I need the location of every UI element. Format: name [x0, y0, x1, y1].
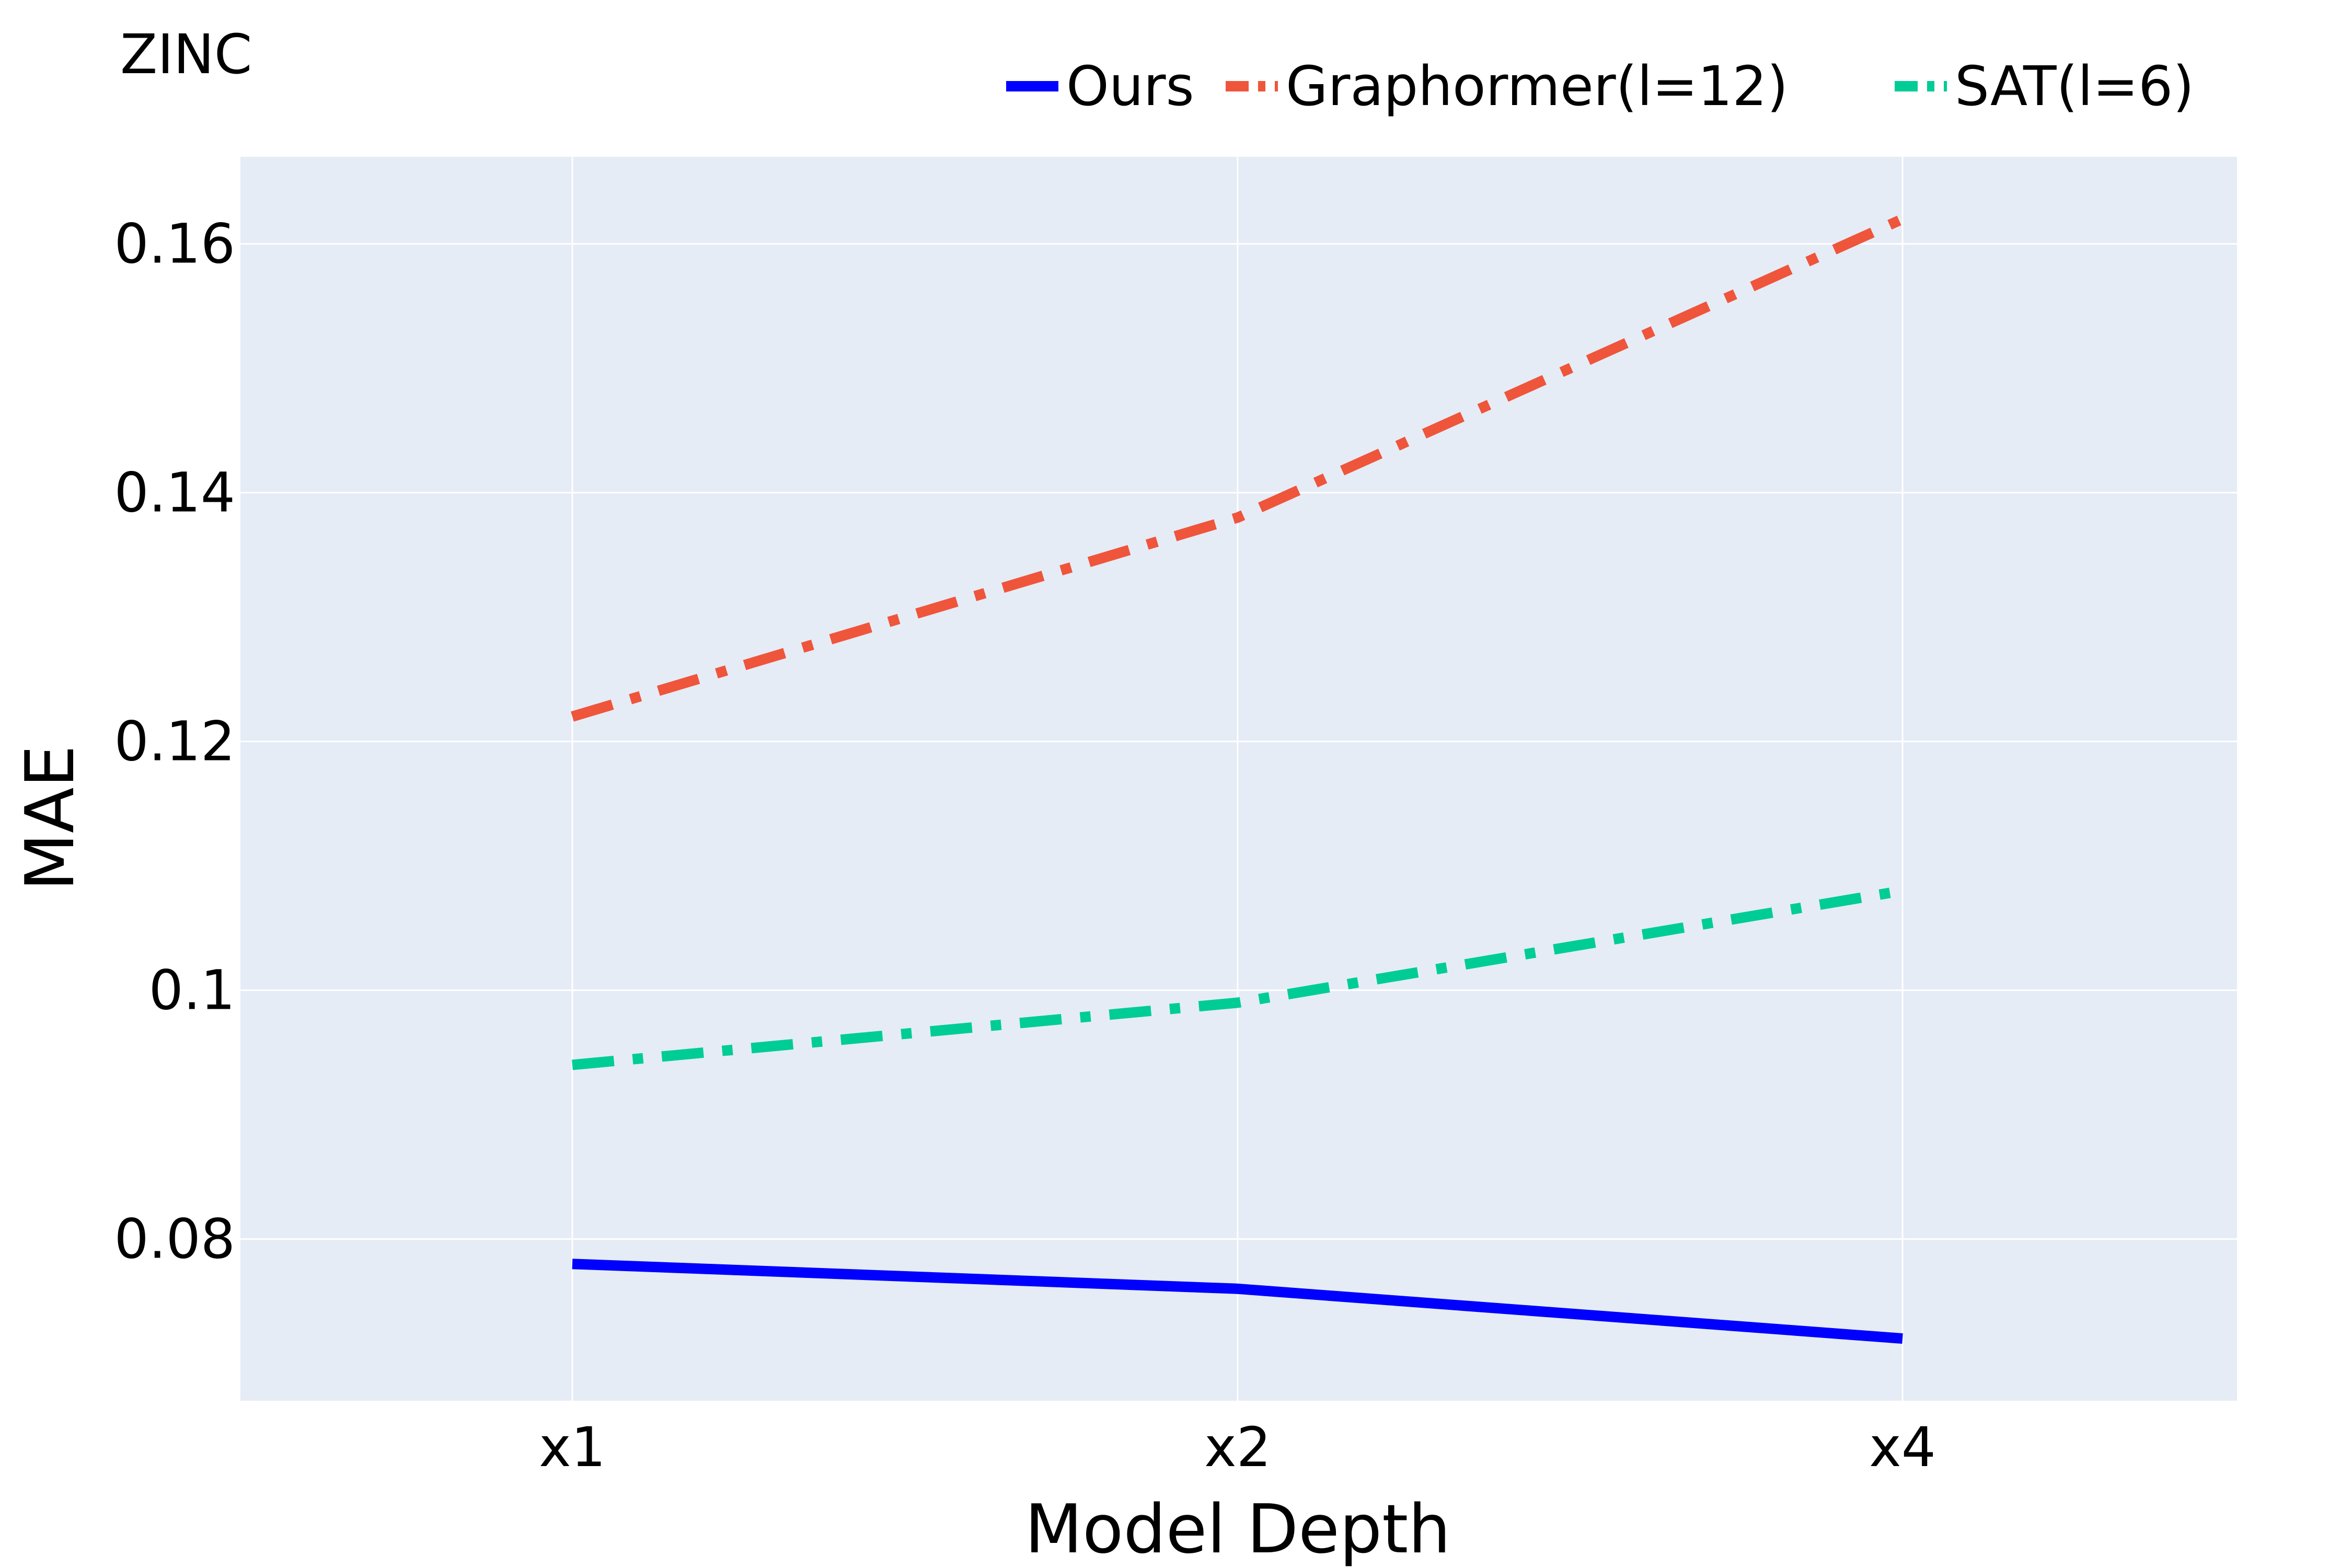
legend-label: Ours — [1066, 54, 1194, 118]
y-tick-label: 0.12 — [114, 710, 235, 774]
tick-layer: 0.08 0.1 0.12 0.14 0.16 x1 x2 x4 — [114, 212, 1935, 1479]
series-line-graphormer-l-12 — [571, 214, 1905, 722]
x-tick-label: x2 — [1204, 1415, 1271, 1479]
x-tick-label: x4 — [1869, 1415, 1936, 1479]
y-axis-title: MAE — [11, 745, 89, 891]
legend-label: Graphormer(l=12) — [1286, 54, 1788, 118]
chart-title: ZINC — [120, 22, 252, 86]
legend-item[interactable]: Graphormer(l=12) — [1226, 54, 1788, 118]
series-line-ours — [572, 1259, 1903, 1344]
legend-label: SAT(l=6) — [1955, 54, 2194, 118]
y-tick-label: 0.14 — [114, 461, 235, 525]
grid-layer — [240, 157, 2237, 1401]
x-axis-title: Model Depth — [1025, 1491, 1451, 1568]
legend-item[interactable]: Ours — [1006, 54, 1194, 118]
x-tick-label: x1 — [539, 1415, 606, 1479]
series-layer — [571, 214, 1905, 1344]
y-tick-label: 0.16 — [114, 212, 235, 276]
series-line-sat-l-6 — [572, 885, 1904, 1070]
legend: Ours Graphormer(l=12) SAT(l=6) — [1006, 54, 2194, 118]
y-tick-label: 0.08 — [114, 1207, 235, 1271]
y-tick-label: 0.1 — [149, 959, 235, 1022]
plot-background — [240, 157, 2237, 1401]
legend-item[interactable]: SAT(l=6) — [1895, 54, 2194, 118]
